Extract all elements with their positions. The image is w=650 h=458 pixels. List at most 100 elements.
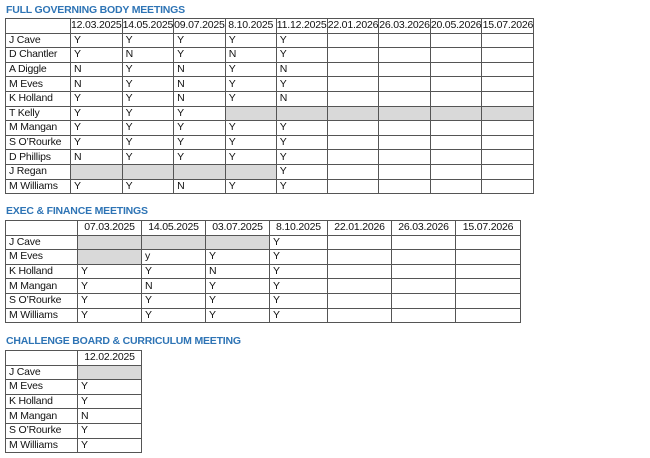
attendance-cell: N	[205, 263, 270, 280]
table-row: M Eves y Y Y	[5, 249, 521, 265]
table-row: M Williams Y Y N Y Y	[5, 178, 535, 195]
attendance-cell: Y	[269, 234, 328, 251]
table-row: J Cave Y Y Y Y Y	[5, 32, 535, 49]
attendance-cell: Y	[205, 292, 270, 309]
attendance-cell: Y	[275, 32, 328, 49]
attendance-cell	[481, 149, 535, 165]
corner-cell	[5, 18, 71, 34]
attendance-cell	[481, 76, 535, 92]
date-header: 09.07.2025	[173, 18, 226, 34]
date-header: 12.03.2025	[70, 18, 123, 34]
attendance-cell: N	[121, 47, 175, 63]
attendance-cell	[481, 90, 535, 107]
date-header: 14.05.2025	[121, 18, 175, 34]
table-row: S O’Rourke Y Y Y Y Y	[5, 134, 535, 151]
attendance-cell: N	[224, 47, 277, 63]
attendance-cell: Y	[269, 292, 328, 309]
member-name: M Mangan	[5, 278, 78, 294]
member-name: J Cave	[5, 234, 78, 251]
attendance-cell	[429, 90, 483, 107]
attendance-cell: Y	[121, 90, 175, 107]
member-name: M Eves	[5, 76, 71, 92]
attendance-cell: Y	[121, 76, 175, 92]
shaded-cell	[77, 364, 142, 381]
attendance-cell: Y	[121, 105, 175, 122]
attendance-cell: Y	[141, 292, 206, 309]
member-name: M Eves	[5, 379, 78, 395]
attendance-cell	[391, 249, 456, 265]
attendance-cell: N	[173, 61, 226, 78]
attendance-cell: Y	[269, 263, 328, 280]
attendance-cell: Y	[173, 149, 226, 165]
table-row: T Kelly Y Y Y	[5, 105, 535, 122]
attendance-cell: Y	[70, 134, 123, 151]
table-row: M Mangan Y N Y Y	[5, 278, 521, 294]
attendance-cell: Y	[77, 263, 142, 280]
table-row: S O’Rourke Y	[5, 422, 142, 439]
table-row: J Regan Y	[5, 163, 535, 180]
date-header: 22.01.2026	[326, 18, 380, 34]
shaded-cell	[70, 163, 123, 180]
attendance-cell	[378, 134, 431, 151]
attendance-cell: N	[70, 149, 123, 165]
attendance-cell	[327, 234, 392, 251]
table-row: A Diggle N Y N Y N	[5, 61, 535, 78]
attendance-cell: Y	[173, 47, 226, 63]
section-title: EXEC & FINANCE MEETINGS	[6, 205, 148, 217]
attendance-cell	[327, 307, 392, 324]
attendance-cell	[327, 278, 392, 294]
table-row: M Eves Y	[5, 379, 142, 395]
attendance-cell: Y	[77, 379, 142, 395]
attendance-cell	[326, 61, 380, 78]
member-name: S O’Rourke	[5, 292, 78, 309]
attendance-cell	[455, 307, 521, 324]
table-row: M Williams Y Y Y Y	[5, 307, 521, 324]
attendance-cell	[429, 134, 483, 151]
attendance-cell: Y	[77, 278, 142, 294]
attendance-table: 12.02.2025 J Cave M Eves Y K Holland Y M Manga…	[5, 350, 142, 454]
corner-cell	[5, 220, 78, 236]
attendance-table: 12.03.2025 14.05.2025 09.07.2025 8.10.2025 1…	[5, 18, 535, 195]
attendance-cell	[326, 163, 380, 180]
table-row: S O’Rourke Y Y Y Y	[5, 292, 521, 309]
attendance-cell: Y	[205, 307, 270, 324]
shaded-cell	[326, 105, 380, 122]
member-name: M Williams	[5, 307, 78, 324]
attendance-cell: Y	[275, 76, 328, 92]
attendance-cell	[429, 178, 483, 195]
date-header: 11.12.2025	[275, 18, 328, 34]
attendance-cell	[378, 178, 431, 195]
attendance-cell: N	[70, 76, 123, 92]
attendance-cell: Y	[224, 134, 277, 151]
attendance-cell	[391, 234, 456, 251]
member-name: J Cave	[5, 32, 71, 49]
section-title: FULL GOVERNING BODY MEETINGS	[6, 4, 185, 16]
date-header: 14.05.2025	[141, 220, 206, 236]
table-row: M Mangan Y Y Y Y Y	[5, 120, 535, 136]
attendance-cell: Y	[70, 120, 123, 136]
attendance-cell: Y	[121, 178, 175, 195]
attendance-cell	[326, 120, 380, 136]
date-header: 8.10.2025	[269, 220, 328, 236]
section-title: CHALLENGE BOARD & CURRICULUM MEETING	[6, 335, 241, 347]
attendance-cell: Y	[77, 307, 142, 324]
attendance-cell: Y	[224, 32, 277, 49]
attendance-cell: Y	[121, 61, 175, 78]
member-name: M Mangan	[5, 408, 78, 424]
attendance-cell	[455, 292, 521, 309]
attendance-cell	[481, 134, 535, 151]
attendance-cell	[481, 61, 535, 78]
attendance-cell: Y	[275, 149, 328, 165]
attendance-cell	[378, 90, 431, 107]
attendance-cell: Y	[77, 292, 142, 309]
shaded-cell	[141, 234, 206, 251]
attendance-cell: N	[77, 408, 142, 424]
shaded-cell	[224, 105, 277, 122]
attendance-cell: Y	[275, 47, 328, 63]
member-name: M Williams	[5, 437, 78, 454]
shaded-cell	[275, 105, 328, 122]
attendance-cell: Y	[275, 120, 328, 136]
attendance-cell: Y	[70, 90, 123, 107]
attendance-cell: Y	[205, 278, 270, 294]
table-row: D Chantler Y N Y N Y	[5, 47, 535, 63]
